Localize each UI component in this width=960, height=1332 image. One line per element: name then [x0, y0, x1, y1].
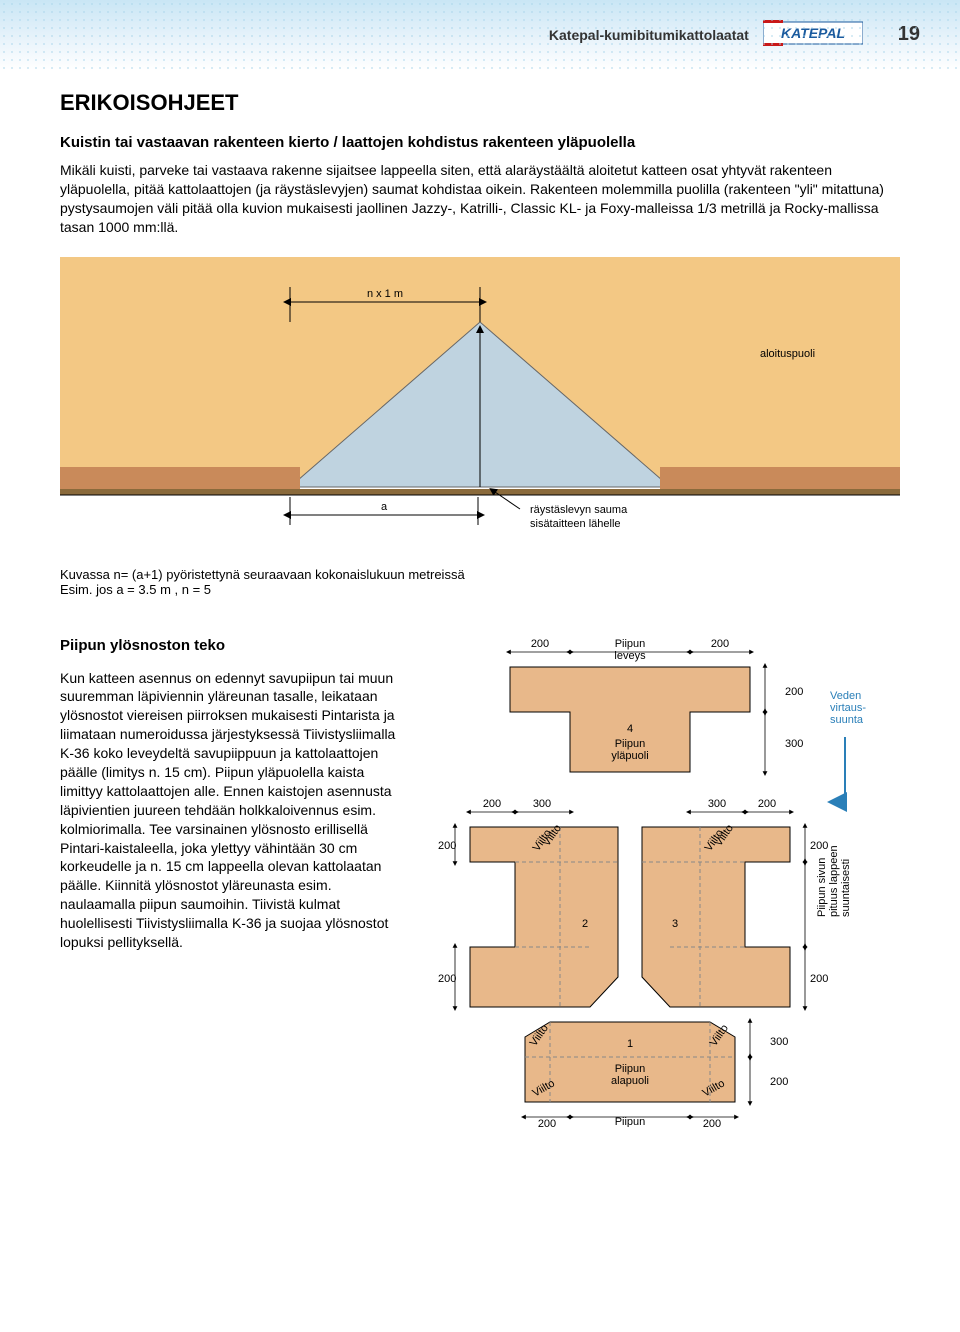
- section2-paragraph: Kun katteen asennus on edennyt savupiipu…: [60, 669, 400, 952]
- svg-text:Piipunleveys: Piipunleveys: [614, 1116, 646, 1127]
- subtitle: Kuistin tai vastaavan rakenteen kierto /…: [60, 134, 900, 151]
- svg-text:200: 200: [483, 798, 501, 810]
- svg-text:200: 200: [711, 638, 729, 650]
- svg-text:Piipunalapuoli: Piipunalapuoli: [611, 1063, 649, 1087]
- svg-text:200: 200: [703, 1118, 721, 1127]
- svg-text:n x 1 m: n x 1 m: [367, 288, 403, 300]
- svg-text:Piipunyläpuoli: Piipunyläpuoli: [611, 738, 648, 762]
- svg-text:3: 3: [672, 918, 678, 930]
- svg-text:300: 300: [708, 798, 726, 810]
- svg-text:200: 200: [531, 638, 549, 650]
- lower-right-column: 4 Piipunyläpuoli 200 Piipunleveys 200 20…: [420, 627, 900, 1127]
- header-pattern: [0, 0, 960, 70]
- lower-section: Piipun ylösnoston teko Kun katteen asenn…: [60, 627, 900, 1127]
- svg-text:200: 200: [770, 1076, 788, 1088]
- chimney-flashing-diagram: 4 Piipunyläpuoli 200 Piipunleveys 200 20…: [420, 627, 900, 1127]
- lower-left-column: Piipun ylösnoston teko Kun katteen asenn…: [60, 627, 400, 1127]
- caption-line1: Kuvassa n= (a+1) pyöristettynä seuraavaa…: [60, 567, 465, 582]
- svg-text:4: 4: [627, 723, 633, 735]
- section2-title: Piipun ylösnoston teko: [60, 637, 400, 654]
- svg-text:2: 2: [582, 918, 588, 930]
- page-header: Katepal-kumibitumikattolaatat KATEPAL 19: [0, 0, 960, 70]
- svg-text:Vedenvirtaus-suunta: Vedenvirtaus-suunta: [830, 690, 866, 726]
- diagram-caption: Kuvassa n= (a+1) pyöristettynä seuraavaa…: [60, 567, 900, 597]
- svg-text:aloituspuoli: aloituspuoli: [760, 348, 815, 360]
- svg-text:300: 300: [533, 798, 551, 810]
- svg-text:200: 200: [758, 798, 776, 810]
- svg-text:1: 1: [627, 1038, 633, 1050]
- main-heading: ERIKOISOHJEET: [60, 90, 900, 116]
- caption-line2: Esim. jos a = 3.5 m , n = 5: [60, 582, 211, 597]
- svg-text:300: 300: [770, 1036, 788, 1048]
- svg-text:300: 300: [785, 738, 803, 750]
- page-content: ERIKOISOHJEET Kuistin tai vastaavan rake…: [0, 70, 960, 1167]
- header-breadcrumb: Katepal-kumibitumikattolaatat: [549, 27, 749, 43]
- roof-diagram: n x 1 m aloituspuoli a räystäslevyn saum…: [60, 257, 900, 557]
- svg-text:a: a: [381, 501, 388, 513]
- svg-text:Piipun sivunpituus lappeensuun: Piipun sivunpituus lappeensuuntaisesti: [816, 845, 852, 917]
- svg-text:sisätaitteen lähelle: sisätaitteen lähelle: [530, 518, 621, 530]
- svg-text:200: 200: [438, 973, 456, 985]
- svg-text:200: 200: [810, 840, 828, 852]
- svg-text:200: 200: [810, 973, 828, 985]
- main-paragraph: Mikäli kuisti, parveke tai vastaava rake…: [60, 161, 900, 237]
- svg-text:200: 200: [785, 686, 803, 698]
- svg-text:räystäslevyn sauma: räystäslevyn sauma: [530, 504, 628, 516]
- svg-text:Piipunleveys: Piipunleveys: [614, 638, 646, 662]
- svg-text:200: 200: [438, 840, 456, 852]
- svg-text:200: 200: [538, 1118, 556, 1127]
